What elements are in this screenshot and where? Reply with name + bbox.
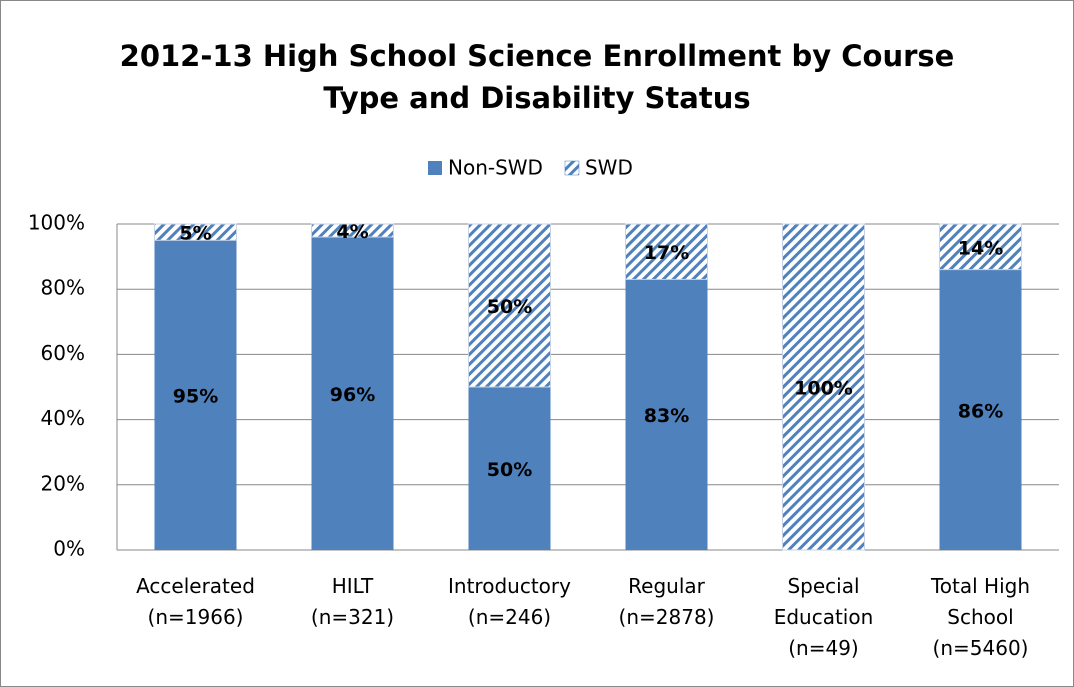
bar-segment [154, 240, 237, 551]
x-tick-label: Total High School (n=5460) [930, 574, 1030, 660]
y-tick-label: 80% [41, 276, 85, 300]
x-tick-label: Special Education (n=49) [774, 574, 874, 660]
y-tick-label: 0% [53, 537, 85, 561]
data-label: 86% [958, 400, 1003, 422]
data-label: 83% [644, 405, 689, 427]
y-tick-label: 20% [41, 471, 85, 495]
data-label: 95% [173, 386, 218, 408]
data-label: 17% [644, 242, 689, 264]
y-tick-label: 60% [41, 341, 85, 365]
data-label: 50% [487, 459, 532, 481]
data-label: 96% [330, 384, 375, 406]
legend-swatch [564, 160, 580, 176]
legend-label: Non-SWD [448, 156, 543, 180]
legend-label: SWD [585, 156, 633, 180]
chart-title: 2012-13 High School Science Enrollment b… [120, 39, 955, 115]
x-tick-label: Regular (n=2878) [619, 574, 715, 629]
y-tick-label: 40% [41, 406, 85, 430]
x-tick-label: Accelerated (n=1966) [136, 574, 255, 629]
bar-segment [311, 237, 394, 551]
bar-segment [939, 269, 1022, 550]
bar-segment [468, 387, 551, 550]
bar-segment [625, 223, 708, 280]
y-tick-label: 100% [28, 211, 85, 235]
data-label: 4% [336, 221, 368, 243]
x-tick-label: Introductory (n=246) [448, 574, 571, 629]
bar-segment [468, 223, 551, 388]
data-label: 14% [958, 237, 1003, 259]
bar-segment [782, 223, 865, 551]
bar-segment [154, 223, 237, 241]
data-label: 5% [179, 223, 211, 245]
bar-segment [625, 279, 708, 550]
legend-swatch [428, 161, 442, 175]
data-label: 100% [794, 378, 853, 400]
bar-segment [939, 223, 1022, 271]
data-label: 50% [487, 296, 532, 318]
x-tick-label: HILT (n=321) [311, 574, 394, 629]
bar-segment [311, 223, 394, 238]
